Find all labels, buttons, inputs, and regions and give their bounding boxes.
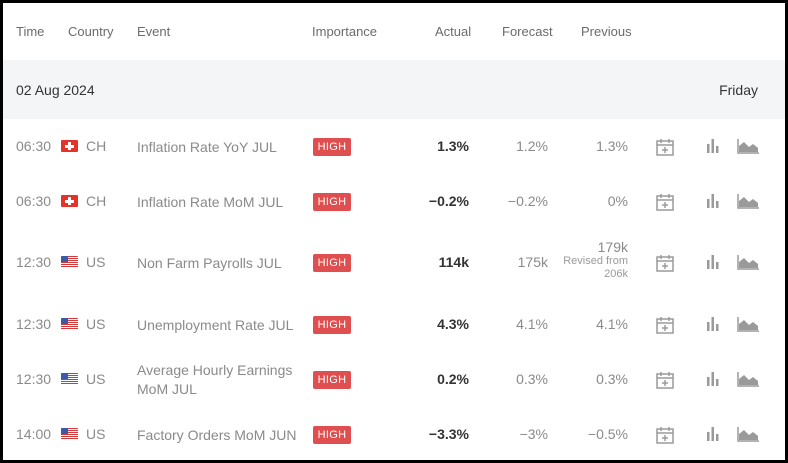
importance-badge: HIGH <box>313 193 351 211</box>
add-to-calendar-icon[interactable] <box>655 137 675 157</box>
bar-chart-icon[interactable] <box>704 137 722 155</box>
header-event[interactable]: Event <box>137 24 171 39</box>
flag-switzerland-icon <box>61 195 78 207</box>
event-time: 06:30 <box>16 138 52 154</box>
previous-value-group: 179k Revised from 206k <box>563 239 628 281</box>
event-time: 12:30 <box>16 254 52 270</box>
revised-value: 206k <box>604 268 628 280</box>
previous-value: 4.1% <box>596 316 628 332</box>
actual-value: −0.2% <box>428 193 469 209</box>
importance-badge: HIGH <box>313 254 351 272</box>
importance-badge: HIGH <box>313 138 351 156</box>
actual-value: 0.2% <box>437 371 469 387</box>
add-to-calendar-icon[interactable] <box>655 253 675 273</box>
area-chart-icon[interactable] <box>736 253 760 271</box>
header-country[interactable]: Country <box>68 24 114 39</box>
country-code: US <box>86 426 106 442</box>
flag-switzerland-icon <box>61 140 78 152</box>
forecast-value: 4.1% <box>516 316 548 332</box>
previous-value: 179k <box>597 239 628 255</box>
forecast-value: 1.2% <box>516 138 548 154</box>
country-code: US <box>86 254 106 270</box>
table-header: Time Country Event Importance Actual For… <box>3 3 785 60</box>
bar-chart-icon[interactable] <box>704 315 722 333</box>
importance-badge: HIGH <box>313 316 351 334</box>
header-actual[interactable]: Actual <box>435 24 472 39</box>
header-previous[interactable]: Previous <box>581 24 632 39</box>
actual-value: 1.3% <box>437 138 469 154</box>
table-row[interactable]: 12:30 US Average Hourly Earnings MoM JUL HI… <box>3 352 785 407</box>
forecast-value: 175k <box>517 254 548 270</box>
importance-badge: HIGH <box>313 371 351 389</box>
event-name[interactable]: Unemployment Rate JUL <box>137 317 294 333</box>
add-to-calendar-icon[interactable] <box>655 315 675 335</box>
add-to-calendar-icon[interactable] <box>655 370 675 390</box>
table-row[interactable]: 12:30 US Non Farm Payrolls JUL HIGH 114k 175k… <box>3 229 785 297</box>
add-to-calendar-icon[interactable] <box>655 192 675 212</box>
event-time: 14:00 <box>16 426 52 442</box>
country-code: CH <box>86 138 107 154</box>
country-code: CH <box>86 193 107 209</box>
event-name[interactable]: Inflation Rate YoY JUL <box>137 139 277 155</box>
area-chart-icon[interactable] <box>736 425 760 443</box>
event-name[interactable]: Factory Orders MoM JUN <box>137 427 297 443</box>
table-row[interactable]: 12:30 US Unemployment Rate JUL HIGH 4.3% 4.1%… <box>3 297 785 352</box>
previous-value: 0.3% <box>596 371 628 387</box>
event-name[interactable]: Non Farm Payrolls JUL <box>137 255 282 271</box>
previous-value: 1.3% <box>596 138 628 154</box>
event-name[interactable]: Inflation Rate MoM JUL <box>137 194 284 210</box>
table-row[interactable]: 06:30 CH Inflation Rate YoY JUL HIGH 1.3% 1.2… <box>3 119 785 174</box>
header-importance[interactable]: Importance <box>312 24 378 39</box>
event-time: 12:30 <box>16 371 52 387</box>
header-forecast[interactable]: Forecast <box>502 24 553 39</box>
flag-united-states-icon <box>61 428 78 440</box>
event-name[interactable]: Average Hourly Earnings MoM JUL <box>137 362 293 397</box>
event-time: 06:30 <box>16 193 52 209</box>
bar-chart-icon[interactable] <box>704 253 722 271</box>
bar-chart-icon[interactable] <box>704 425 722 443</box>
header-time[interactable]: Time <box>16 24 45 39</box>
forecast-value: 0.3% <box>516 371 548 387</box>
area-chart-icon[interactable] <box>736 137 760 155</box>
add-to-calendar-icon[interactable] <box>655 425 675 445</box>
group-day: Friday <box>719 82 758 98</box>
actual-value: −3.3% <box>428 426 469 442</box>
importance-badge: HIGH <box>313 426 351 444</box>
table-row[interactable]: 14:00 US Factory Orders MoM JUN HIGH −3.3% −3… <box>3 407 785 462</box>
previous-value: −0.5% <box>587 426 628 442</box>
country-code: US <box>86 371 106 387</box>
actual-value: 114k <box>438 254 469 270</box>
revised-label: Revised from <box>563 255 628 267</box>
group-date: 02 Aug 2024 <box>16 82 95 98</box>
table-row[interactable]: 06:30 CH Inflation Rate MoM JUL HIGH −0.2% −0… <box>3 174 785 229</box>
forecast-value: −3% <box>519 426 548 442</box>
event-time: 12:30 <box>16 316 52 332</box>
forecast-value: −0.2% <box>507 193 548 209</box>
flag-united-states-icon <box>61 318 78 330</box>
bar-chart-icon[interactable] <box>704 370 722 388</box>
country-code: US <box>86 316 106 332</box>
area-chart-icon[interactable] <box>736 315 760 333</box>
date-group-header: 02 Aug 2024 Friday <box>3 60 785 119</box>
actual-value: 4.3% <box>437 316 469 332</box>
flag-united-states-icon <box>61 256 78 268</box>
flag-united-states-icon <box>61 373 78 385</box>
area-chart-icon[interactable] <box>736 192 760 210</box>
area-chart-icon[interactable] <box>736 370 760 388</box>
bar-chart-icon[interactable] <box>704 192 722 210</box>
previous-value: 0% <box>607 193 628 209</box>
